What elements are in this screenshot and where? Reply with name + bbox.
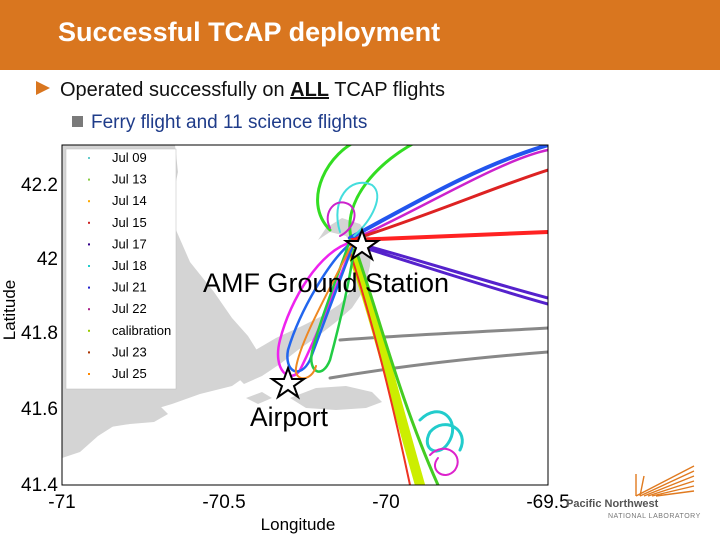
y-axis-label: Latitude: [0, 280, 19, 341]
legend-box: [65, 148, 177, 390]
legend-label: Jul 21: [112, 280, 147, 295]
plot-frame: [61, 144, 549, 486]
legend: Jul 09 Jul 13 Jul 14 Jul 15 Jul 17 Jul 18 Jul …: [65, 148, 177, 390]
legend-label: Jul 17: [112, 236, 147, 251]
airport-star-icon: [268, 365, 308, 400]
track-red-ne: [350, 168, 548, 242]
legend-marker: [88, 200, 90, 203]
legend-marker: [88, 265, 90, 267]
marthas-vineyard: [86, 402, 168, 428]
track-multicolor-loop-1: [276, 240, 354, 377]
legend-label: Jul 25: [112, 366, 147, 381]
track-red-east: [350, 230, 548, 242]
x-tick-label: -70.5: [202, 492, 245, 513]
x-axis-label: Longitude: [261, 515, 336, 534]
title-bar: Successful TCAP deployment: [0, 0, 720, 70]
legend-label: Jul 13: [112, 172, 147, 187]
logo-subname: NATIONAL LABORATORY: [608, 513, 701, 520]
legend-marker: [88, 178, 90, 181]
legend-marker: [88, 243, 90, 246]
track-magenta-north: [326, 201, 356, 237]
bullet-ferry: Ferry flight and 11 science flights: [72, 112, 367, 134]
triangle-bullet-icon: [36, 81, 50, 95]
track-magenta-loops: [429, 447, 459, 476]
pnnl-logo-icon: [635, 465, 695, 497]
track-purple-east: [350, 240, 548, 306]
flight-tracks: [276, 145, 548, 485]
legend-marker: [88, 157, 90, 159]
legend-marker: [88, 351, 90, 354]
legend-label: calibration: [112, 323, 171, 338]
legend-marker: [88, 308, 90, 311]
nantucket: [290, 386, 382, 410]
legend-marker: [88, 329, 90, 332]
legend-marker: [88, 286, 90, 289]
bullet1-suffix: TCAP flights: [329, 79, 445, 101]
legend-label: Jul 15: [112, 215, 147, 230]
track-blue-ne: [348, 145, 548, 240]
x-tick-label: -69.5: [526, 492, 569, 513]
bullet1-prefix: Operated successfully on: [60, 79, 291, 101]
bullet-operated: Operated successfully on ALL TCAP flight…: [36, 79, 445, 102]
track-lime-south: [347, 247, 425, 485]
track-multicolor-loop-3: [310, 238, 356, 373]
x-tick-label: -71: [48, 492, 75, 513]
x-tick-label: -70: [372, 492, 399, 513]
legend-label: Jul 22: [112, 301, 147, 316]
track-red-south: [349, 251, 411, 485]
legend-label: Jul 23: [112, 344, 147, 359]
square-bullet-icon: [72, 116, 83, 127]
y-tick-label: 41.8: [21, 323, 58, 344]
track-cyan-loops: [418, 410, 464, 453]
track-multicolor-loop-4: [294, 243, 353, 380]
bullet2-text: Ferry flight and 11 science flights: [91, 112, 368, 133]
axis-ticks: -71 -70.5 -70 -69.5 42.2 42 41.8 41.6 41.4: [21, 175, 570, 513]
logo-name: Pacific Northwest: [566, 498, 659, 510]
bullet1-emphasis: ALL: [290, 79, 330, 101]
y-tick-label: 42.2: [21, 175, 58, 196]
y-tick-label: 42: [37, 249, 58, 270]
track-multicolor-loop-2: [286, 242, 354, 373]
ground-station-star-icon: [342, 227, 382, 262]
y-tick-label: 41.4: [21, 475, 58, 496]
ground-station-label: AMF Ground Station: [203, 268, 449, 298]
legend-label: Jul 09: [112, 150, 147, 165]
airport-label: Airport: [250, 402, 328, 432]
island-small: [246, 392, 272, 404]
legend-label: Jul 18: [112, 258, 147, 273]
track-magenta-ne: [350, 148, 548, 242]
track-green-south: [354, 248, 440, 485]
legend-marker: [88, 373, 90, 375]
legend-label: Jul 14: [112, 193, 147, 208]
track-gray-east: [328, 326, 548, 380]
slide-title: Successful TCAP deployment: [58, 17, 441, 47]
track-cyan-north: [336, 181, 379, 237]
y-tick-label: 41.6: [21, 399, 58, 420]
legend-marker: [88, 221, 90, 224]
